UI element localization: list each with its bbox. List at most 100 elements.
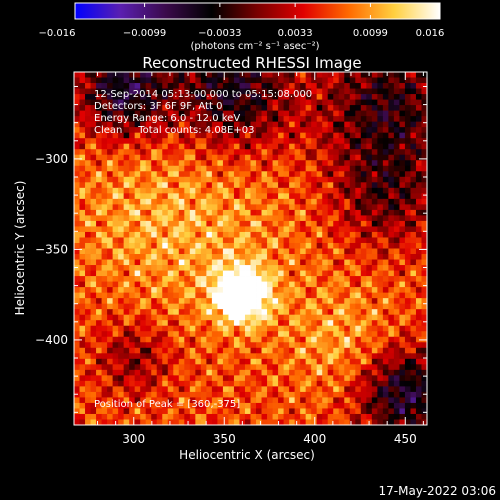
heatmap-cell (200, 386, 207, 393)
heatmap-cell (173, 110, 180, 117)
heatmap-cell (360, 353, 367, 360)
heatmap-cell (200, 254, 207, 260)
heatmap-cell (79, 110, 86, 117)
heatmap-cell (184, 176, 191, 183)
heatmap-cell (118, 237, 125, 244)
heatmap-cell (90, 215, 97, 222)
heatmap-cell (173, 265, 180, 271)
heatmap-cell (162, 408, 169, 415)
heatmap-cell (167, 331, 174, 338)
heatmap-cell (74, 127, 80, 134)
heatmap-cell (261, 83, 268, 89)
heatmap-cell (156, 160, 163, 167)
heatmap-cell (316, 270, 323, 277)
heatmap-cell (200, 347, 207, 354)
heatmap-cell (189, 171, 196, 178)
heatmap-cell (272, 358, 279, 365)
heatmap-cell (140, 182, 147, 189)
heatmap-cell (96, 165, 102, 172)
heatmap-cell (300, 182, 307, 189)
heatmap-cell (211, 276, 218, 282)
heatmap-cell (305, 165, 312, 172)
heatmap-cell (222, 276, 229, 282)
heatmap-cell (256, 358, 262, 365)
heatmap-cell (283, 314, 290, 321)
heatmap-cell (355, 397, 362, 404)
heatmap-cell (184, 99, 191, 106)
heatmap-cell (311, 187, 318, 194)
heatmap-cell (316, 336, 323, 343)
heatmap-cell (184, 220, 191, 227)
heatmap-cell (278, 242, 284, 249)
heatmap-cell (222, 292, 229, 299)
heatmap-cell (101, 413, 108, 420)
heatmap-cell (305, 314, 312, 321)
heatmap-cell (382, 270, 389, 277)
heatmap-cell (388, 342, 395, 349)
heatmap-cell (371, 254, 378, 260)
heatmap-cell (355, 154, 362, 161)
heatmap-cell (360, 132, 367, 139)
heatmap-cell (338, 265, 345, 271)
heatmap-cell (79, 83, 86, 89)
heatmap-cell (256, 198, 262, 205)
heatmap-cell (222, 160, 229, 167)
heatmap-cell (151, 248, 158, 255)
heatmap-cell (366, 386, 373, 393)
heatmap-cell (261, 132, 268, 139)
heatmap-cell (338, 276, 345, 282)
heatmap-cell (388, 143, 395, 150)
heatmap-cell (211, 165, 218, 172)
heatmap-cell (377, 143, 384, 150)
heatmap-cell (278, 369, 284, 376)
x-tick-label: 450 (394, 432, 417, 446)
heatmap-cell (134, 99, 141, 106)
heatmap-cell (256, 248, 262, 255)
heatmap-cell (200, 375, 207, 382)
heatmap-cell (85, 298, 91, 305)
heatmap-cell (90, 121, 97, 128)
heatmap-cell (145, 237, 152, 244)
heatmap-cell (134, 298, 141, 305)
heatmap-cell (410, 149, 417, 156)
heatmap-cell (118, 254, 125, 260)
heatmap-cell (421, 121, 427, 128)
heatmap-cell (228, 132, 235, 139)
heatmap-cell (162, 325, 169, 332)
heatmap-cell (371, 402, 378, 409)
heatmap-cell (393, 303, 400, 310)
heatmap-cell (244, 320, 251, 327)
heatmap-cell (338, 347, 345, 354)
heatmap-cell (239, 187, 246, 194)
heatmap-cell (256, 215, 262, 222)
heatmap-cell (377, 242, 384, 249)
heatmap-cell (112, 209, 119, 216)
heatmap-cell (278, 171, 284, 178)
heatmap-cell (134, 88, 141, 95)
heatmap-cell (267, 259, 273, 266)
heatmap-cell (211, 237, 218, 244)
heatmap-cell (355, 369, 362, 376)
heatmap-cell (278, 209, 284, 216)
heatmap-cell (134, 265, 141, 271)
heatmap-cell (244, 391, 251, 398)
heatmap-cell (90, 193, 97, 200)
heatmap-cell (162, 72, 169, 78)
heatmap-cell (222, 331, 229, 338)
heatmap-cell (90, 220, 97, 227)
heatmap-cell (327, 320, 334, 327)
heatmap-cell (305, 187, 312, 194)
heatmap-cell (399, 121, 406, 128)
heatmap-cell (327, 265, 334, 271)
heatmap-cell (410, 364, 417, 371)
heatmap-cell (421, 105, 427, 112)
heatmap-cell (421, 198, 427, 205)
heatmap-cell (250, 215, 257, 222)
heatmap-cell (222, 408, 229, 415)
heatmap-cell (107, 320, 114, 327)
heatmap-cell (74, 88, 80, 95)
heatmap-cell (140, 259, 147, 266)
heatmap-cell (129, 292, 136, 299)
heatmap-cell (388, 402, 395, 409)
heatmap-cell (79, 88, 86, 95)
